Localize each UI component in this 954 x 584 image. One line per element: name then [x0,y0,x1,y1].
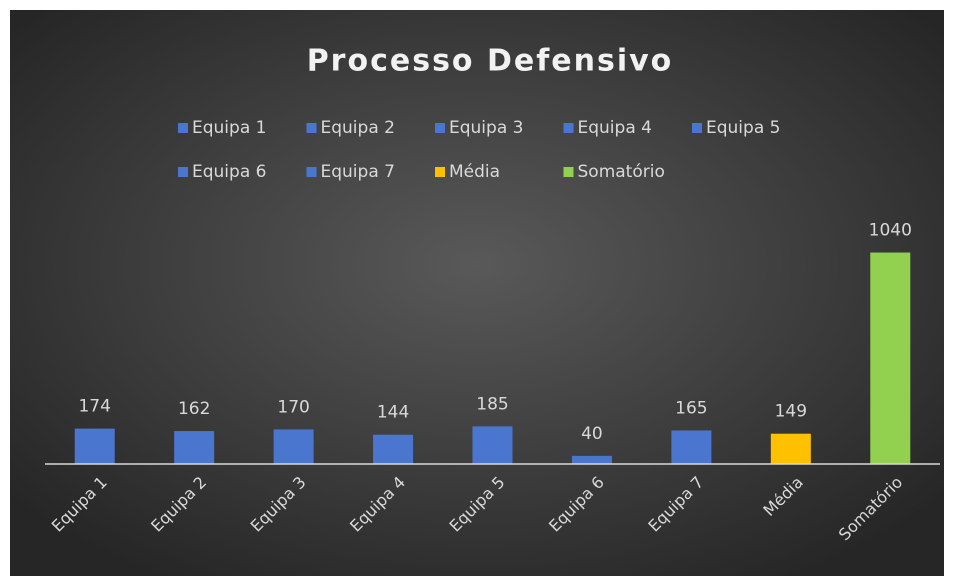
legend-swatch [435,167,445,177]
bar [770,433,811,464]
legend-label: Equipa 3 [449,118,523,138]
value-label: 1040 [869,221,912,241]
value-label: 174 [78,397,110,417]
bar [571,455,612,464]
legend-label: Equipa 7 [321,162,395,182]
legend-swatch [306,167,317,177]
bar [273,429,314,464]
legend-swatch [178,123,188,133]
bar [74,428,115,464]
value-label: 162 [178,399,210,419]
legend-label: Equipa 6 [192,162,266,182]
value-label: 165 [675,398,707,418]
legend-label: Média [449,162,500,182]
legend-swatch [435,123,445,133]
legend-swatch [306,123,317,133]
legend-label: Equipa 2 [321,118,395,138]
legend-label: Somatório [578,162,665,182]
value-label: 144 [377,403,409,423]
value-label: 170 [277,397,309,417]
legend-swatch [563,123,574,133]
legend-swatch [563,167,574,177]
chart-background [10,10,944,576]
legend-swatch [692,123,702,133]
legend-label: Equipa 1 [192,118,266,138]
value-label: 185 [476,394,508,414]
bar [870,252,911,464]
bar [671,430,712,464]
value-label: 40 [581,424,603,444]
bar [174,431,215,464]
bar [472,426,513,464]
bar [373,434,414,464]
legend-label: Equipa 4 [578,118,652,138]
chart-title: Processo Defensivo [307,44,674,79]
value-label: 149 [775,402,807,422]
legend-label: Equipa 5 [706,118,780,138]
legend-swatch [178,167,188,177]
